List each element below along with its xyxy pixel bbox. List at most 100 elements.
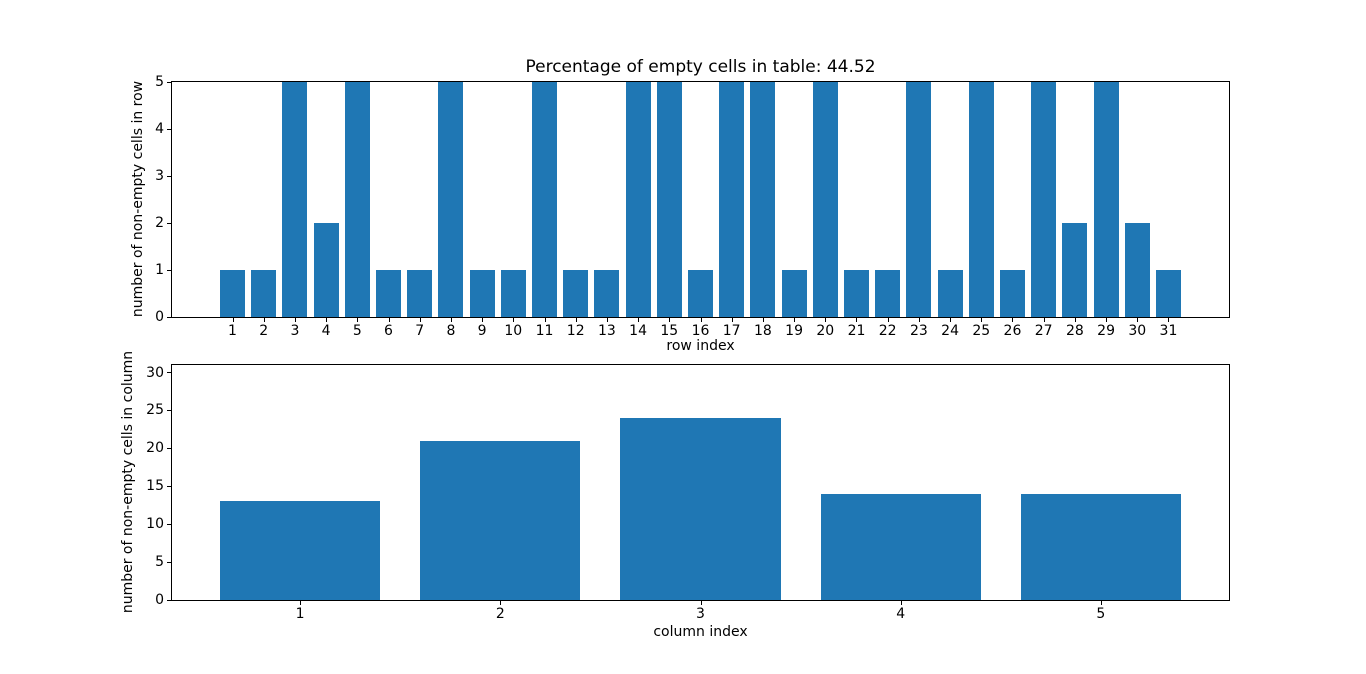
y-tick-label: 20 bbox=[146, 440, 164, 457]
x-tick bbox=[731, 318, 733, 322]
bar-4 bbox=[820, 493, 981, 600]
x-tick bbox=[300, 601, 302, 605]
y-tick bbox=[167, 316, 171, 318]
y-tick-label: 4 bbox=[155, 121, 164, 137]
x-tick bbox=[950, 318, 952, 322]
bar-15 bbox=[656, 82, 682, 317]
bar-13 bbox=[594, 270, 620, 317]
bar-23 bbox=[906, 82, 932, 317]
x-tick bbox=[1168, 318, 1170, 322]
bar-5 bbox=[1020, 493, 1181, 600]
x-tick-label: 15 bbox=[660, 323, 679, 339]
bar-11 bbox=[532, 82, 557, 317]
y-tick-label: 10 bbox=[146, 516, 164, 533]
x-tick bbox=[294, 318, 296, 322]
y-tick-label: 3 bbox=[155, 168, 164, 184]
x-tick bbox=[1137, 318, 1139, 322]
x-tick-label: 4 bbox=[321, 323, 331, 339]
bar-21 bbox=[844, 270, 869, 317]
x-tick bbox=[856, 318, 858, 322]
x-tick-label: 18 bbox=[753, 323, 772, 339]
x-tick-label: 30 bbox=[1128, 323, 1147, 339]
y-tick bbox=[167, 269, 171, 271]
bar-2 bbox=[251, 270, 277, 317]
y-tick bbox=[167, 175, 171, 177]
x-tick bbox=[981, 318, 983, 322]
y-tick bbox=[167, 81, 171, 83]
x-tick bbox=[513, 318, 515, 322]
row-chart-ylabel: number of non-empty cells in row bbox=[130, 80, 146, 318]
bar-1 bbox=[220, 270, 245, 317]
bar-6 bbox=[376, 270, 401, 317]
x-tick bbox=[700, 601, 702, 605]
y-tick-label: 0 bbox=[155, 592, 164, 608]
bar-1 bbox=[220, 501, 381, 600]
x-tick-label: 2 bbox=[259, 323, 269, 339]
bar-30 bbox=[1124, 223, 1150, 317]
y-tick bbox=[167, 447, 171, 449]
x-tick-label: 5 bbox=[352, 323, 362, 339]
x-tick bbox=[575, 318, 577, 322]
x-tick-label: 1 bbox=[228, 323, 237, 339]
x-tick-label: 13 bbox=[597, 323, 616, 339]
x-tick bbox=[1106, 318, 1108, 322]
bar-25 bbox=[968, 82, 994, 317]
bar-5 bbox=[344, 82, 370, 317]
bar-26 bbox=[1000, 270, 1025, 317]
y-tick-label: 15 bbox=[146, 478, 164, 495]
x-tick-label: 7 bbox=[415, 323, 425, 339]
bar-27 bbox=[1031, 82, 1057, 317]
x-tick bbox=[500, 601, 502, 605]
row-chart-xlabel: row index bbox=[666, 338, 735, 354]
x-tick bbox=[887, 318, 889, 322]
x-tick-label: 9 bbox=[477, 323, 487, 339]
x-tick-label: 4 bbox=[896, 606, 906, 622]
x-tick-label: 2 bbox=[495, 606, 505, 622]
x-tick-label: 10 bbox=[504, 323, 523, 339]
x-tick bbox=[794, 318, 796, 322]
x-tick bbox=[918, 318, 920, 322]
x-tick bbox=[669, 318, 671, 322]
x-tick-label: 25 bbox=[972, 323, 991, 339]
bar-4 bbox=[313, 223, 339, 317]
y-tick-label: 5 bbox=[155, 74, 164, 90]
x-tick bbox=[700, 318, 702, 322]
x-tick bbox=[482, 318, 484, 322]
y-tick bbox=[167, 523, 171, 525]
y-tick-label: 5 bbox=[155, 554, 164, 571]
y-tick bbox=[167, 599, 171, 601]
x-tick bbox=[900, 601, 902, 605]
y-tick-label: 2 bbox=[155, 215, 164, 231]
x-tick bbox=[606, 318, 608, 322]
x-tick bbox=[1100, 601, 1102, 605]
x-tick-label: 24 bbox=[941, 323, 959, 339]
x-tick-label: 5 bbox=[1096, 606, 1106, 622]
bar-29 bbox=[1093, 82, 1119, 317]
x-tick bbox=[825, 318, 827, 322]
x-tick bbox=[388, 318, 390, 322]
bar-8 bbox=[438, 82, 464, 317]
x-tick bbox=[326, 318, 328, 322]
y-tick bbox=[167, 128, 171, 130]
y-tick-label: 1 bbox=[155, 262, 164, 278]
x-tick bbox=[1043, 318, 1045, 322]
x-tick-label: 27 bbox=[1034, 323, 1053, 339]
x-tick-label: 6 bbox=[384, 323, 393, 339]
y-tick-label: 0 bbox=[155, 309, 164, 325]
x-tick-label: 28 bbox=[1065, 323, 1084, 339]
bar-14 bbox=[625, 82, 651, 317]
bar-17 bbox=[719, 82, 745, 317]
x-tick bbox=[544, 318, 546, 322]
row-bars-plot-area: 1 2 3 4 5 6 7 8 9 10 11 12 13 14 15 16 17 18 19 20 21 22 23 24 2… bbox=[155, 74, 1230, 339]
bar-12 bbox=[563, 270, 589, 317]
x-tick bbox=[1074, 318, 1076, 322]
bar-2 bbox=[420, 440, 581, 600]
bar-10 bbox=[500, 270, 526, 317]
x-tick-label: 31 bbox=[1159, 323, 1178, 339]
x-tick bbox=[263, 318, 265, 322]
x-tick-label: 3 bbox=[696, 606, 705, 622]
y-tick bbox=[167, 222, 171, 224]
x-tick bbox=[638, 318, 640, 322]
y-tick bbox=[167, 561, 171, 563]
